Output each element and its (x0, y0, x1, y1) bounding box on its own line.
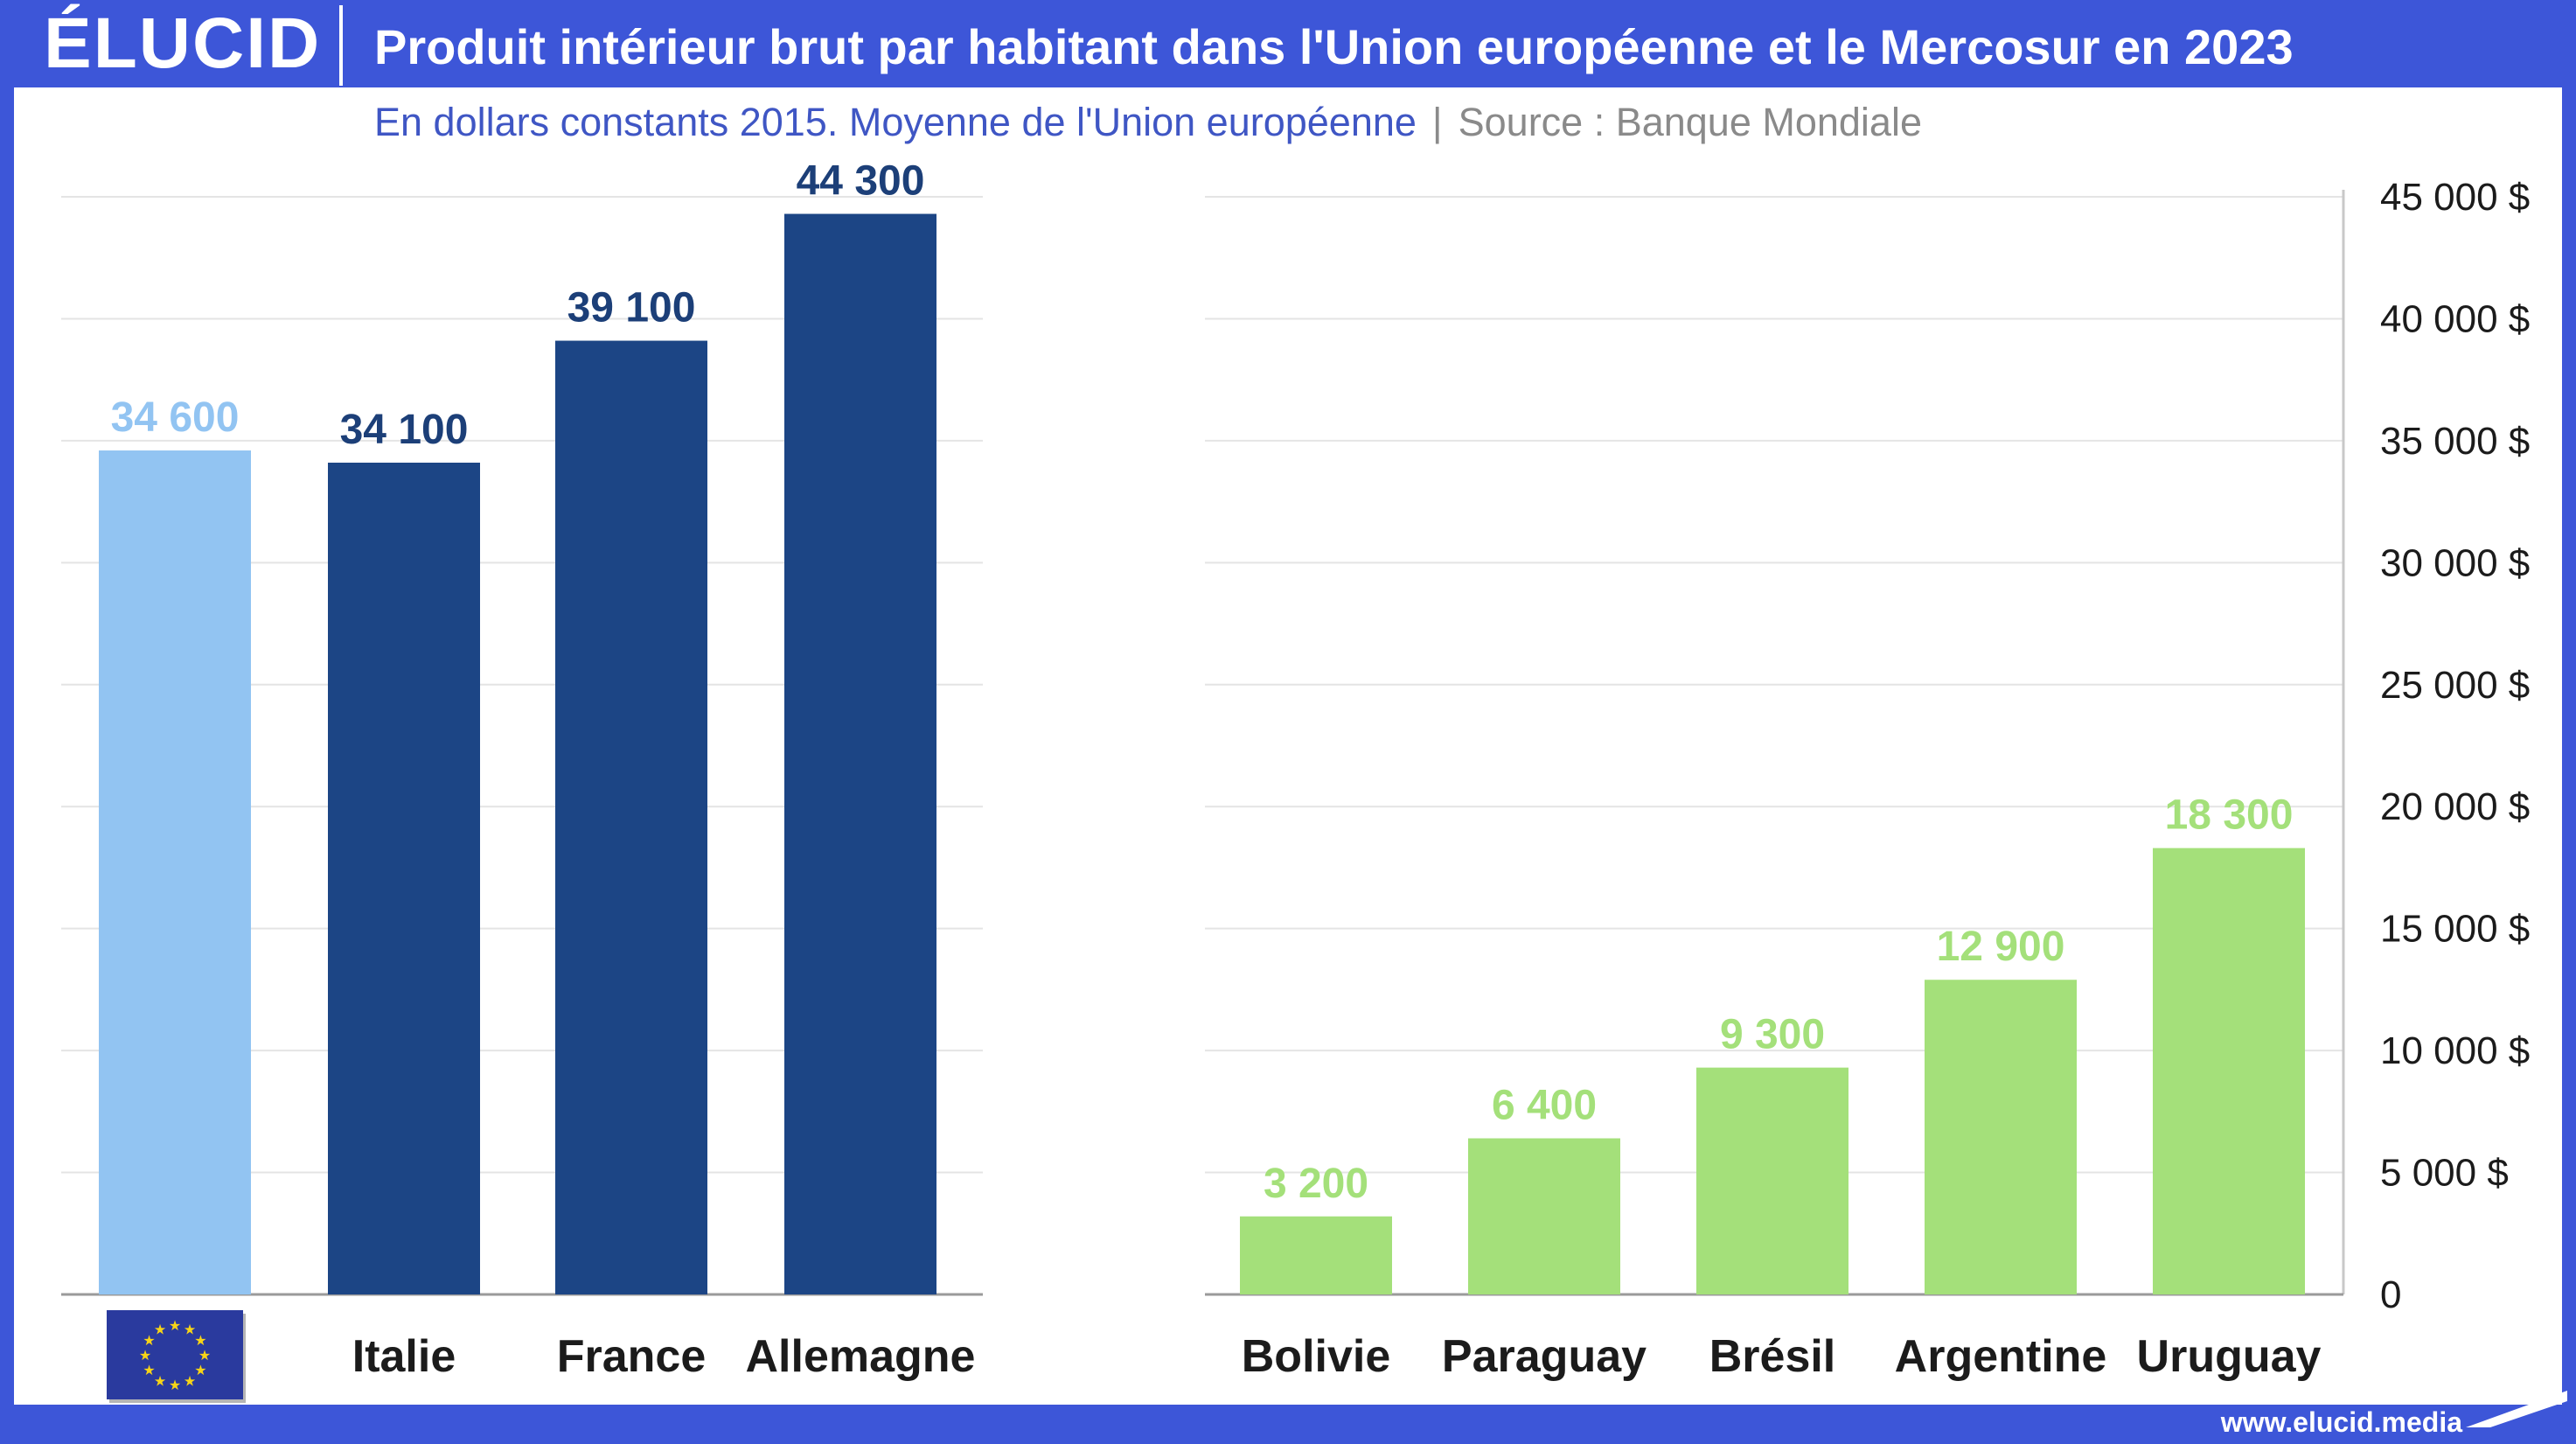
y-tick-label-1: 5 000 $ (2380, 1152, 2509, 1195)
bar-mercosur-2 (1696, 1067, 1848, 1294)
y-tick-label-5: 25 000 $ (2380, 664, 2530, 707)
category-label-eu-1: Italie (352, 1331, 456, 1382)
value-label-eu-3: 44 300 (797, 158, 925, 205)
svg-text:★: ★ (169, 1319, 181, 1334)
value-label-mercosur-2: 9 300 (1720, 1012, 1825, 1058)
category-label-eu-2: France (557, 1331, 707, 1382)
bar-eu-2 (555, 340, 707, 1294)
value-label-mercosur-0: 3 200 (1264, 1161, 1368, 1207)
chart-subtitle: En dollars constants 2015. Moyenne de l'… (374, 98, 1922, 147)
category-label-mercosur-3: Argentine (1895, 1331, 2107, 1382)
bar-eu-3 (784, 213, 936, 1294)
category-label-mercosur-2: Brésil (1709, 1331, 1836, 1382)
elucid-mark-icon (2466, 1391, 2567, 1427)
svg-text:★: ★ (184, 1374, 196, 1389)
y-tick-label-8: 40 000 $ (2380, 297, 2530, 340)
subtitle-text: En dollars constants 2015. Moyenne de l'… (374, 100, 1417, 144)
eu-flag-icon: ★★★★★★★★★ ★ ★★ (107, 1310, 246, 1403)
subtitle-separator: | (1431, 100, 1443, 144)
category-label-mercosur-1: Paraguay (1442, 1331, 1647, 1382)
svg-text:★: ★ (184, 1323, 196, 1338)
header: ÉLUCID Produit intérieur brut par habita… (0, 0, 2576, 87)
bar-eu-0 (99, 450, 251, 1294)
value-label-eu-2: 39 100 (567, 285, 696, 331)
footer-url[interactable]: www.elucid.media (2220, 1406, 2462, 1438)
svg-text:★: ★ (154, 1374, 166, 1389)
y-tick-label-4: 20 000 $ (2380, 785, 2530, 828)
y-tick-label-2: 10 000 $ (2380, 1029, 2530, 1072)
svg-text:★: ★ (154, 1323, 166, 1338)
y-tick-label-9: 45 000 $ (2380, 176, 2530, 219)
svg-text:★: ★ (169, 1378, 181, 1393)
bar-mercosur-3 (1925, 980, 2077, 1294)
svg-text:★: ★ (194, 1334, 206, 1349)
y-tick-label-0: 0 (2380, 1273, 2401, 1316)
value-label-eu-1: 34 100 (340, 407, 469, 453)
bar-eu-1 (328, 462, 480, 1294)
logo-divider (339, 5, 343, 86)
svg-text:★: ★ (143, 1364, 155, 1378)
svg-text:★: ★ (143, 1334, 155, 1349)
y-tick-label-3: 15 000 $ (2380, 908, 2530, 951)
value-label-mercosur-1: 6 400 (1492, 1083, 1597, 1129)
category-label-mercosur-0: Bolivie (1242, 1331, 1391, 1382)
svg-text:★: ★ (194, 1364, 206, 1378)
source-text: Source : Banque Mondiale (1458, 100, 1922, 144)
value-label-mercosur-3: 12 900 (1937, 924, 2065, 970)
svg-text:★: ★ (139, 1349, 151, 1364)
category-label-eu-3: Allemagne (746, 1331, 976, 1382)
bar-mercosur-0 (1240, 1216, 1392, 1294)
y-tick-label-7: 35 000 $ (2380, 420, 2530, 463)
bar-mercosur-4 (2153, 848, 2305, 1294)
value-label-mercosur-4: 18 300 (2165, 792, 2294, 839)
category-label-mercosur-4: Uruguay (2137, 1331, 2322, 1382)
chart-title: Produit intérieur brut par habitant dans… (374, 19, 2294, 74)
value-label-eu-0: 34 600 (111, 394, 240, 441)
elucid-logo: ÉLUCID (44, 3, 322, 83)
bar-mercosur-1 (1468, 1138, 1620, 1294)
y-tick-label-6: 30 000 $ (2380, 541, 2530, 584)
svg-text:★: ★ (198, 1349, 211, 1364)
